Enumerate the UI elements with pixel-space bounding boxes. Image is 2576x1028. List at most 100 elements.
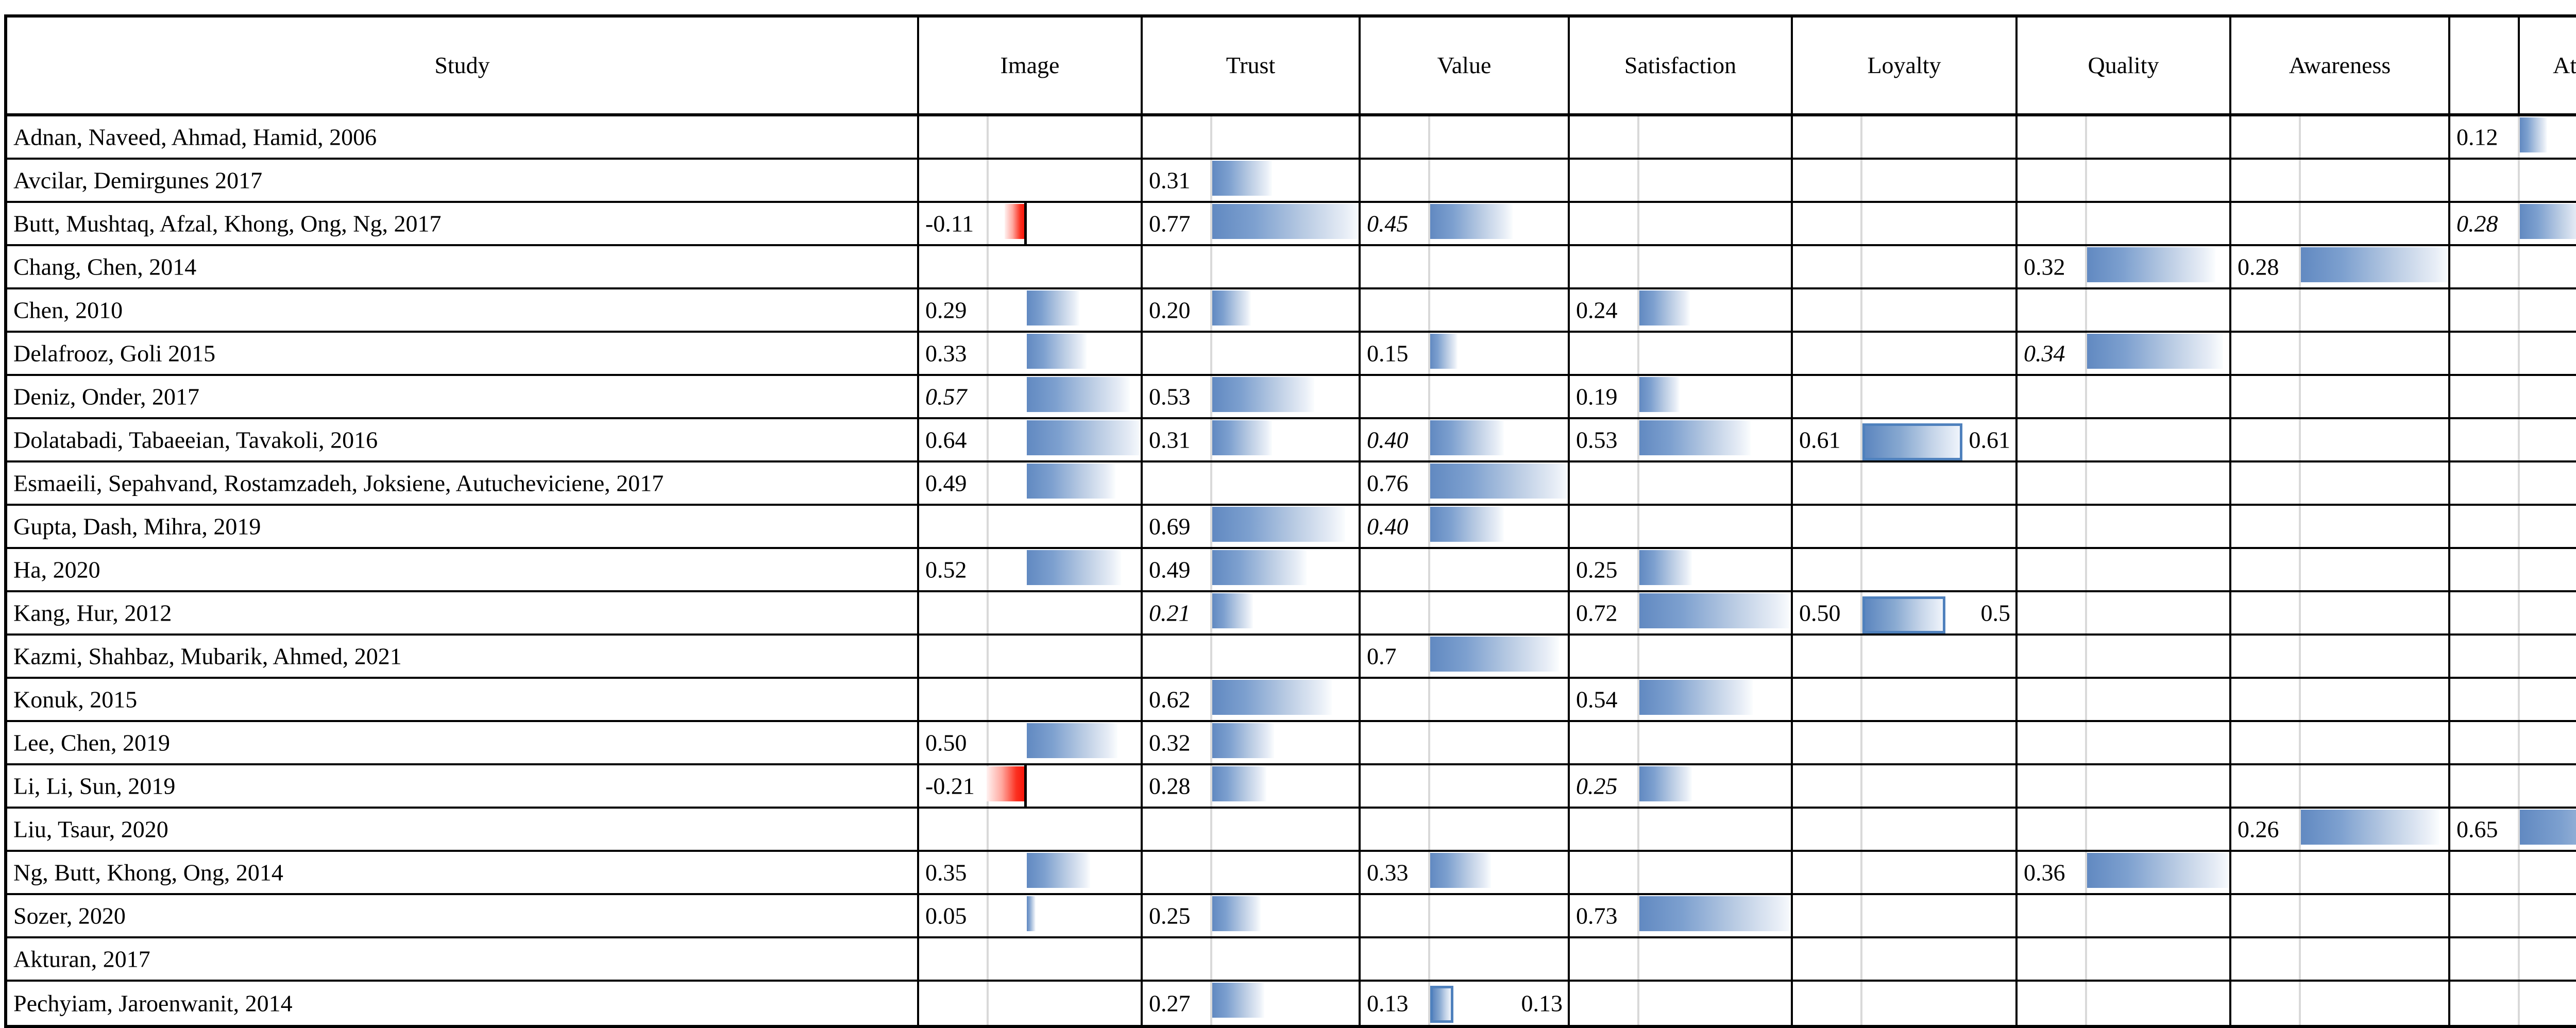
baseline-divider [2085, 419, 2087, 460]
effect-cell-satisfaction: 0.73 [1570, 895, 1793, 936]
effect-cell-trust: 0.27 [1143, 982, 1361, 1025]
baseline-divider [2299, 938, 2301, 980]
baseline-divider [1860, 592, 1862, 633]
zero-axis-line [1024, 203, 1027, 244]
effect-value: 0.33 [1367, 859, 1409, 886]
effect-cell-value [1361, 116, 1570, 158]
baseline-divider [2085, 462, 2087, 504]
column-header-study: Study [7, 18, 919, 113]
study-name-cell: Esmaeili, Sepahvand, Rostamzadeh, Joksie… [7, 462, 919, 504]
effect-cell-awareness [2231, 895, 2450, 936]
baseline-divider [1860, 203, 1862, 244]
effect-cell-value [1361, 679, 1570, 720]
baseline-divider [2299, 679, 2301, 720]
baseline-divider [1428, 333, 1430, 374]
table-row: Esmaeili, Sepahvand, Rostamzadeh, Joksie… [7, 462, 2576, 506]
effect-cell-loyalty [1793, 982, 2018, 1025]
baseline-divider [2085, 722, 2087, 763]
effect-cell-quality [2018, 895, 2231, 936]
baseline-divider [987, 203, 989, 244]
baseline-divider [2085, 333, 2087, 374]
effect-value: 0.77 [1149, 210, 1191, 237]
baseline-divider [1637, 592, 1639, 633]
effect-bar [1430, 464, 1568, 499]
baseline-divider [2085, 549, 2087, 590]
study-name-cell: Delafrooz, Goli 2015 [7, 333, 919, 374]
baseline-divider [1428, 679, 1430, 720]
study-name: Esmaeili, Sepahvand, Rostamzadeh, Joksie… [13, 470, 664, 496]
baseline-divider [1210, 636, 1212, 677]
effect-value: 0.21 [1149, 599, 1191, 626]
effect-cell-awareness [2231, 549, 2450, 590]
effect-bar [1026, 420, 1141, 455]
effect-cell-quality: 0.36 [2018, 852, 2231, 893]
effect-cell-trust: 0.32 [1143, 722, 1361, 763]
baseline-divider [1637, 636, 1639, 677]
effect-cell-image [919, 938, 1143, 980]
baseline-divider [2085, 938, 2087, 980]
effect-cell-quality [2018, 636, 2231, 677]
baseline-divider [2518, 592, 2520, 633]
baseline-divider [987, 809, 989, 850]
baseline-divider [1860, 462, 1862, 504]
effect-cell-trust [1143, 116, 1361, 158]
study-name: Lee, Chen, 2019 [13, 729, 171, 756]
effect-cell-value: 0.15 [1361, 333, 1570, 374]
effect-cell-loyalty [1793, 938, 2018, 980]
effect-cell-image [919, 506, 1143, 547]
baseline-divider [987, 246, 989, 287]
effect-cell-attitude [2450, 333, 2576, 374]
baseline-divider [1860, 333, 1862, 374]
baseline-divider [1428, 722, 1430, 763]
effect-cell-trust: 0.69 [1143, 506, 1361, 547]
effect-bar [1026, 290, 1079, 325]
effect-cell-awareness [2231, 289, 2450, 331]
column-header-label: Trust [1226, 52, 1276, 79]
baseline-divider [987, 895, 989, 936]
effect-cell-quality [2018, 419, 2231, 460]
effect-cell-awareness [2231, 982, 2450, 1025]
baseline-divider [1860, 938, 1862, 980]
effect-bar [1430, 507, 1504, 542]
effect-cell-loyalty [1793, 116, 2018, 158]
negative-effect-bar [1005, 204, 1025, 239]
effect-cell-satisfaction [1570, 333, 1793, 374]
outlined-effect-bar [1862, 423, 1962, 460]
effect-cell-satisfaction [1570, 506, 1793, 547]
effect-cell-awareness [2231, 679, 2450, 720]
baseline-divider [2299, 765, 2301, 807]
column-header-label: Awareness [2289, 52, 2391, 79]
effect-bar [1430, 637, 1559, 672]
effect-cell-value: 0.7 [1361, 636, 1570, 677]
baseline-divider [1210, 203, 1212, 244]
baseline-divider [2518, 549, 2520, 590]
effect-bar [1212, 377, 1315, 412]
baseline-divider [1637, 679, 1639, 720]
baseline-divider [1428, 246, 1430, 287]
baseline-divider [1210, 982, 1212, 1025]
effect-value: 0.19 [1576, 383, 1618, 410]
effect-cell-value [1361, 246, 1570, 287]
study-name: Ha, 2020 [13, 556, 100, 583]
baseline-divider [2299, 419, 2301, 460]
effect-value: 0.26 [2238, 816, 2279, 843]
effect-cell-awareness [2231, 462, 2450, 504]
effect-cell-loyalty [1793, 636, 2018, 677]
effect-cell-value [1361, 549, 1570, 590]
effect-cell-attitude [2450, 592, 2576, 633]
effect-cell-trust [1143, 852, 1361, 893]
baseline-divider [2518, 852, 2520, 893]
effect-cell-loyalty [1793, 376, 2018, 417]
bar-end-label: 0.5 [1980, 599, 2011, 626]
baseline-divider [2085, 679, 2087, 720]
baseline-divider [1637, 333, 1639, 374]
effect-bar [1639, 593, 1791, 628]
zero-axis-line [1024, 765, 1027, 807]
bar-end-label: 0.61 [1969, 426, 2011, 453]
effect-bar [1639, 896, 1791, 931]
bar-end-label: 0.13 [1521, 990, 1563, 1017]
column-header-label: Attitude [2553, 52, 2576, 79]
